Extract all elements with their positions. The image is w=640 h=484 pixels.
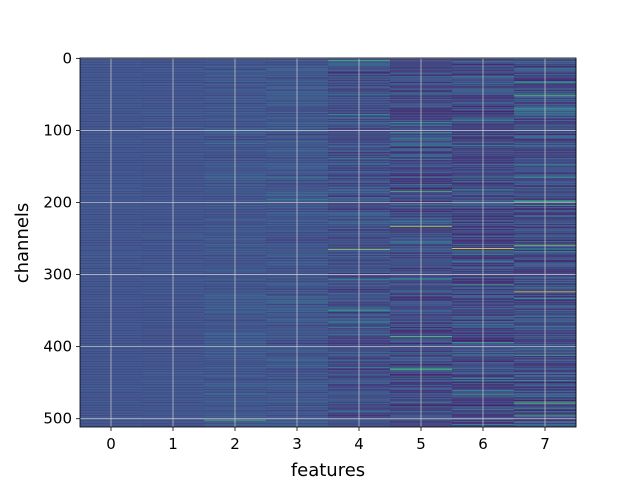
grid-lines (80, 57, 576, 427)
x-tick-label: 7 (540, 435, 550, 453)
y-tick-label: 0 (62, 49, 72, 67)
y-tick-label: 400 (43, 338, 72, 356)
x-tick-label: 1 (168, 435, 178, 453)
y-tick-label: 100 (43, 121, 72, 139)
y-axis-ticks: 0 100 200 300 400 500 (43, 49, 80, 428)
plot-frame (79, 57, 577, 428)
y-tick-label: 300 (43, 266, 72, 284)
x-tick-label: 3 (292, 435, 302, 453)
x-tick-label: 6 (478, 435, 488, 453)
x-axis-label: features (291, 460, 365, 480)
x-tick-label: 4 (354, 435, 364, 453)
y-axis-label: channels (12, 203, 33, 284)
x-tick-label: 2 (230, 435, 240, 453)
heatmap-cells (80, 58, 577, 428)
x-tick-label: 0 (106, 435, 116, 453)
y-tick-label: 200 (43, 194, 72, 212)
y-tick-label: 500 (43, 410, 72, 428)
x-tick-label: 5 (416, 435, 426, 453)
x-axis-ticks: 0 1 2 3 4 5 6 7 (106, 427, 550, 453)
